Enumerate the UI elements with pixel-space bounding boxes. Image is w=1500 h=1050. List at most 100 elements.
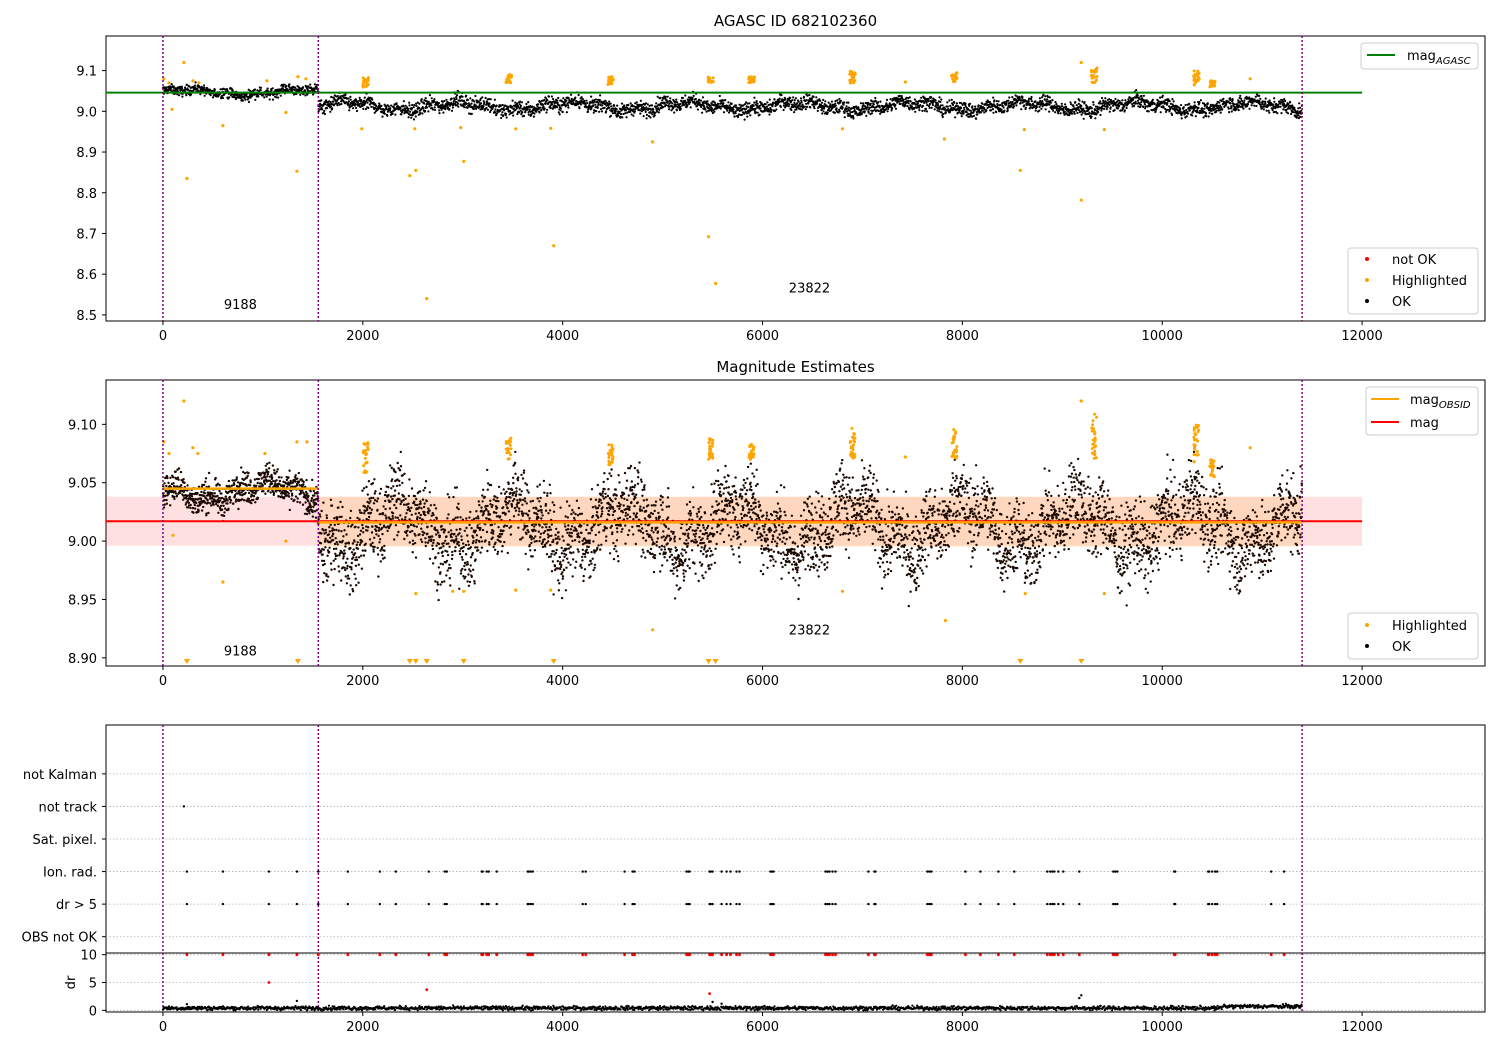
ok-point <box>1271 109 1274 112</box>
ok-point <box>335 547 338 550</box>
ok-point <box>507 105 510 108</box>
ok-point <box>445 98 448 101</box>
ok-point <box>350 551 354 554</box>
ok-point <box>727 111 731 114</box>
ok-point <box>1221 108 1224 111</box>
y-tick-label: 8.9 <box>76 146 97 161</box>
ok-point <box>354 577 357 580</box>
ok-point <box>501 111 504 114</box>
ok-point <box>349 509 353 513</box>
ok-point <box>1280 112 1283 115</box>
legend-label: not OK <box>1392 253 1437 268</box>
ok-point <box>805 102 808 105</box>
ok-point <box>1090 107 1093 110</box>
ok-point <box>726 109 729 112</box>
ok-point <box>820 104 823 107</box>
ok-point <box>224 495 227 498</box>
ok-point <box>615 108 618 111</box>
ok-point <box>561 110 564 114</box>
ok-point <box>1044 95 1047 98</box>
ok-point <box>1208 111 1211 115</box>
highlighted-point <box>707 79 711 83</box>
ok-point <box>1074 101 1077 104</box>
ok-point <box>1151 98 1154 101</box>
ok-point <box>930 106 933 109</box>
ok-point <box>556 99 559 102</box>
ok-point <box>280 83 284 86</box>
ok-point <box>1225 103 1228 106</box>
ok-point <box>1078 109 1081 112</box>
ok-point <box>1265 109 1268 112</box>
ok-point <box>325 573 328 576</box>
ok-point <box>675 98 678 101</box>
ok-point <box>252 494 256 498</box>
ok-point <box>345 567 349 570</box>
ok-point <box>325 107 329 110</box>
ok-point <box>894 107 898 110</box>
ok-point <box>387 105 390 108</box>
highlighted-point <box>296 75 300 79</box>
ok-point <box>410 116 413 119</box>
highlighted-point <box>284 110 288 115</box>
ok-point <box>839 99 843 102</box>
ok-point <box>164 494 167 497</box>
ok-point <box>349 546 352 550</box>
ok-point <box>644 108 647 111</box>
ok-point <box>683 103 686 106</box>
ok-point <box>1123 109 1126 112</box>
ok-point <box>843 111 846 115</box>
ok-point <box>178 94 181 97</box>
ok-point <box>180 484 183 487</box>
plot-frame <box>105 35 1486 322</box>
ok-point <box>409 113 412 117</box>
ok-point <box>514 101 517 104</box>
ok-point <box>910 105 914 108</box>
ok-point <box>222 514 226 518</box>
ok-point <box>665 104 668 107</box>
ok-point <box>633 110 637 113</box>
ok-point <box>800 108 804 111</box>
ok-point <box>247 497 251 501</box>
ok-point <box>684 94 687 97</box>
ok-point <box>552 97 555 101</box>
ok-point <box>675 109 679 112</box>
ok-point <box>596 106 599 109</box>
highlighted-point <box>1018 168 1022 172</box>
ok-point <box>1082 117 1085 120</box>
ok-point <box>1191 114 1194 117</box>
y-tick-label: 9.1 <box>76 65 97 80</box>
highlighted-point <box>1197 71 1201 75</box>
ok-point <box>610 105 613 108</box>
ok-point <box>519 106 522 109</box>
ok-point <box>339 500 342 504</box>
ok-point <box>940 98 943 101</box>
ok-point <box>1283 98 1286 101</box>
ok-point <box>805 99 808 102</box>
highlighted-point <box>365 79 369 83</box>
ok-point <box>833 111 837 114</box>
ok-point <box>1094 117 1097 120</box>
ok-point <box>391 112 394 115</box>
ok-point <box>255 484 258 487</box>
ok-point <box>662 106 665 109</box>
y-tick-label: 8.5 <box>76 309 97 324</box>
ok-point <box>204 477 208 480</box>
ok-point <box>1207 115 1210 118</box>
ok-point <box>173 86 176 89</box>
ok-point <box>1259 97 1262 100</box>
ok-point <box>637 106 640 109</box>
chart-title: AGASC ID 682102360 <box>714 12 877 30</box>
highlighted-point <box>1090 80 1094 84</box>
ok-point <box>1290 112 1293 116</box>
ok-point <box>775 108 778 111</box>
ok-point <box>585 99 588 102</box>
ok-point <box>908 108 911 111</box>
ok-point <box>516 112 519 116</box>
ok-point <box>600 110 604 113</box>
ok-point <box>578 107 581 110</box>
ok-point <box>1040 96 1044 99</box>
ok-point <box>822 98 825 101</box>
ok-point <box>768 110 771 113</box>
ok-point <box>283 83 286 86</box>
ok-point <box>540 108 543 111</box>
